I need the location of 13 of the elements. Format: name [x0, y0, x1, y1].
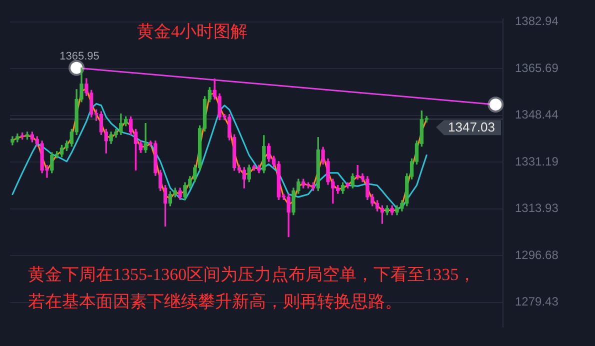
y-tick-label: 1365.69: [515, 60, 559, 75]
y-tick-label: 1279.43: [515, 294, 559, 309]
y-tick-label: 1296.68: [515, 248, 559, 262]
y-tick-label: 1382.94: [515, 14, 559, 28]
annotation: 若在基本面因素下继续攀升新高，则再转换思路。: [28, 292, 402, 311]
annotation: 黄金下周在1355-1360区间为压力点布局空单，下看至1335，: [28, 265, 476, 284]
annotation: 1365.95: [60, 50, 100, 62]
y-tick-label: 1348.44: [515, 108, 559, 122]
y-tick-label: 1313.93: [515, 201, 559, 216]
ref-line-label: 1347.03: [448, 120, 496, 135]
y-tick-label: 1331.19: [515, 154, 559, 168]
candlestick: [144, 122, 148, 153]
chart-title: 黄金4小时图解: [137, 21, 248, 43]
